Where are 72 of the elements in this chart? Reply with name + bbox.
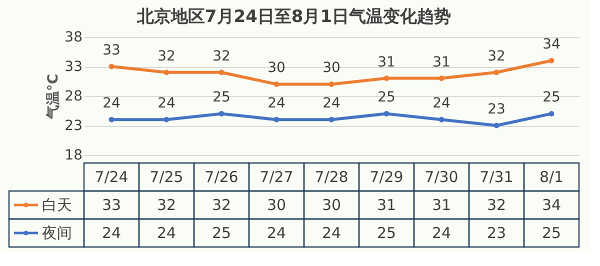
point bbox=[494, 70, 500, 76]
point bbox=[108, 116, 114, 122]
annotation: 33 bbox=[102, 42, 120, 58]
annotation: 32 bbox=[158, 48, 176, 64]
annotation: 25 bbox=[212, 90, 230, 106]
point bbox=[164, 116, 170, 122]
x-tick-label: 7/29 bbox=[370, 168, 404, 186]
annotation: 30 bbox=[268, 60, 286, 76]
y-axis-title: 气温°C bbox=[46, 74, 62, 120]
point bbox=[384, 110, 390, 116]
point bbox=[438, 76, 444, 82]
x-tick-label: 7/25 bbox=[150, 168, 184, 186]
y-tick-label: 28 bbox=[64, 88, 82, 104]
annotation: 31 bbox=[378, 54, 396, 70]
point bbox=[274, 116, 280, 122]
data-label: 25 bbox=[376, 224, 396, 242]
point bbox=[548, 110, 554, 116]
point bbox=[218, 110, 224, 116]
y-tick-label: 23 bbox=[64, 118, 82, 134]
annotation: 24 bbox=[268, 96, 286, 112]
annotation: 24 bbox=[158, 96, 176, 112]
x-tick-label: 7/26 bbox=[204, 168, 238, 186]
annotation: 30 bbox=[322, 60, 340, 76]
x-tick-label: 7/31 bbox=[480, 168, 514, 186]
point bbox=[108, 64, 114, 70]
y-tick-label: 18 bbox=[64, 148, 82, 164]
x-tick-label: 7/28 bbox=[314, 168, 348, 186]
data-label: 25 bbox=[542, 224, 562, 242]
point bbox=[494, 122, 500, 128]
x-tick-label: 7/30 bbox=[424, 168, 458, 186]
chart-title: 北京地区7月24日至8月1日气温变化趋势 bbox=[136, 7, 452, 27]
data-label: 32 bbox=[212, 196, 232, 214]
point bbox=[328, 81, 334, 87]
annotation: 31 bbox=[432, 54, 450, 70]
point bbox=[164, 70, 170, 76]
data-label: 34 bbox=[542, 196, 562, 214]
data-label: 24 bbox=[432, 224, 452, 242]
point bbox=[384, 76, 390, 82]
annotation: 24 bbox=[432, 96, 450, 112]
annotation: 24 bbox=[322, 96, 340, 112]
data-label: 30 bbox=[322, 196, 342, 214]
annotation: 32 bbox=[488, 48, 506, 64]
data-label: 31 bbox=[432, 196, 452, 214]
x-tick-label: 8/1 bbox=[539, 168, 564, 186]
data-label: 24 bbox=[322, 224, 342, 242]
data-label: 24 bbox=[102, 224, 122, 242]
point bbox=[218, 70, 224, 76]
legend-label: 夜间 bbox=[42, 224, 72, 242]
annotation: 34 bbox=[542, 36, 560, 53]
data-label: 23 bbox=[486, 224, 506, 242]
y-tick-label: 33 bbox=[64, 59, 82, 75]
point bbox=[274, 81, 280, 87]
data-label: 25 bbox=[212, 224, 232, 242]
point bbox=[548, 58, 554, 64]
data-label: 33 bbox=[102, 196, 122, 214]
annotation: 23 bbox=[488, 102, 506, 118]
x-tick-label: 7/24 bbox=[94, 168, 128, 186]
point bbox=[328, 116, 334, 122]
y-tick-label: 38 bbox=[64, 30, 82, 46]
data-label: 31 bbox=[376, 196, 396, 214]
data-label: 24 bbox=[156, 224, 176, 242]
legend-label: 白天 bbox=[42, 196, 72, 214]
data-label: 32 bbox=[486, 196, 506, 214]
x-tick-label: 7/27 bbox=[260, 168, 294, 186]
data-label: 30 bbox=[266, 196, 286, 214]
annotation: 25 bbox=[378, 90, 396, 106]
annotation: 24 bbox=[102, 96, 120, 112]
point bbox=[438, 116, 444, 122]
annotation: 32 bbox=[212, 48, 230, 64]
annotation: 25 bbox=[542, 90, 560, 106]
data-label: 24 bbox=[266, 224, 286, 242]
data-label: 32 bbox=[156, 196, 176, 214]
